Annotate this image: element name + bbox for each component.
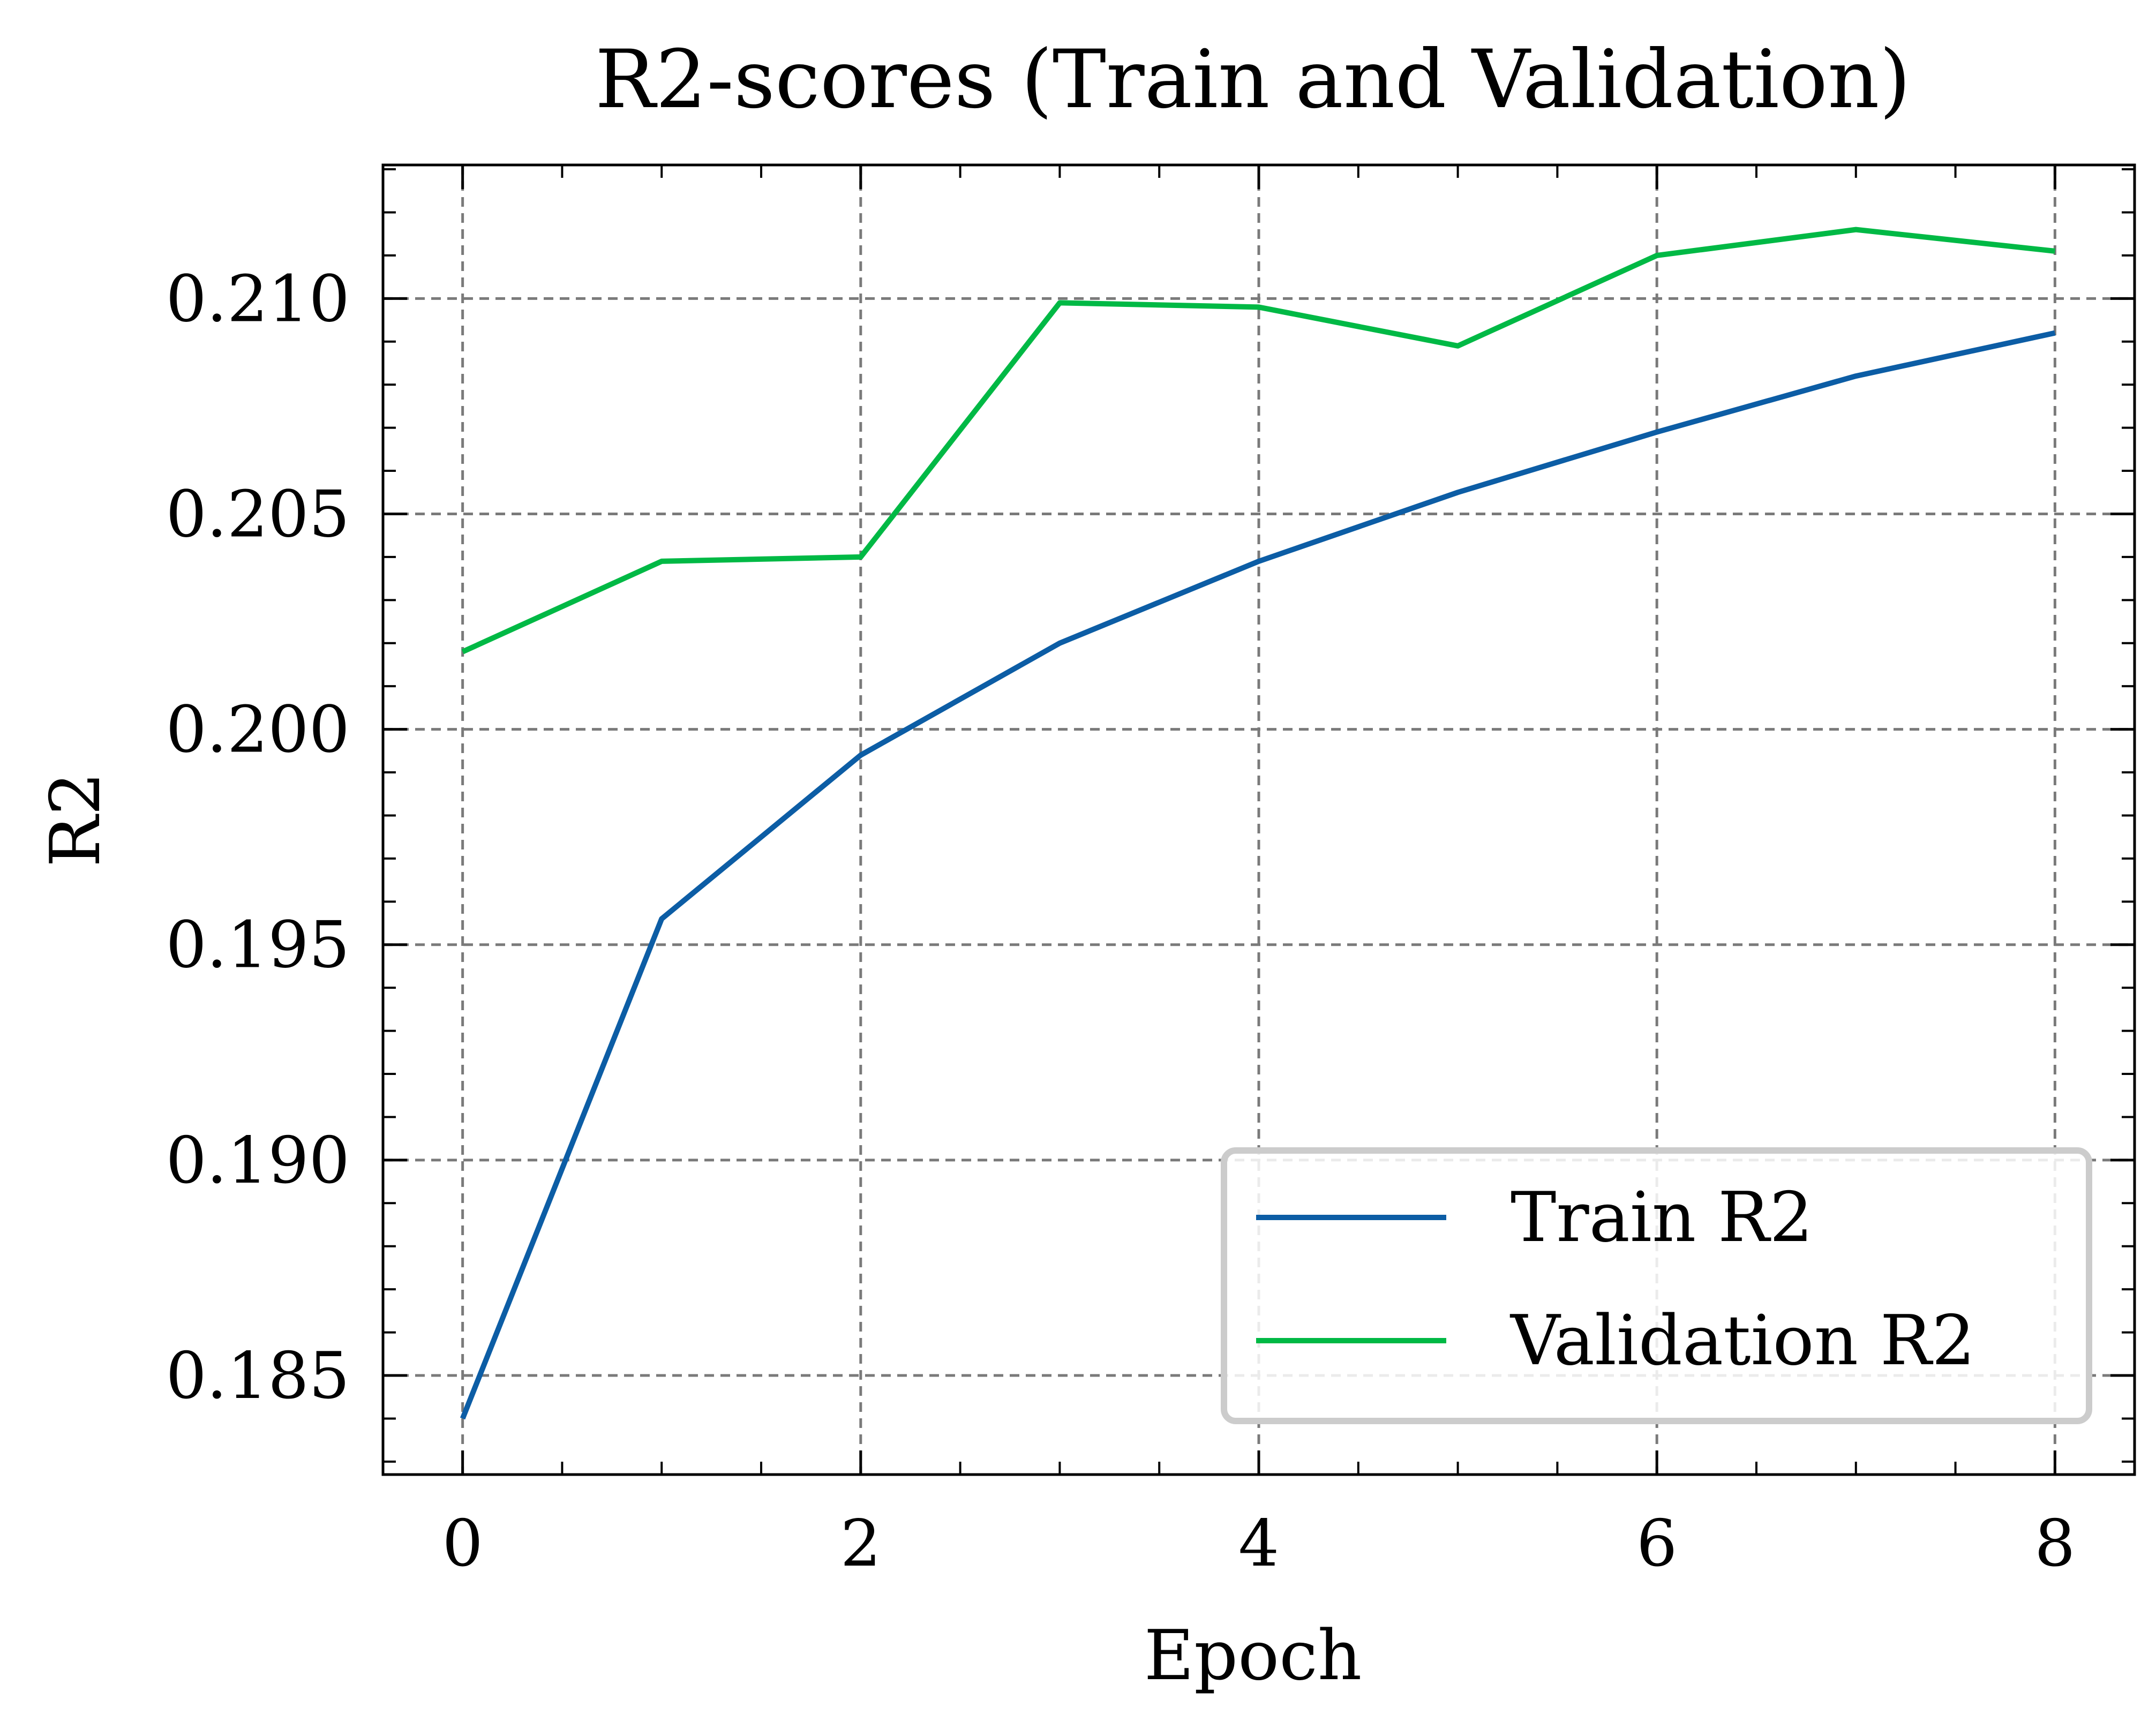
y-tick-label: 0.205 <box>166 477 350 552</box>
y-tick-label: 0.200 <box>166 693 350 768</box>
legend-label-validation: Validation R2 <box>1509 1301 1975 1381</box>
x-tick-label: 0 <box>442 1507 483 1581</box>
series-line-validation <box>461 227 2055 655</box>
y-tick-label: 0.210 <box>166 262 350 336</box>
y-tick-label: 0.185 <box>166 1339 350 1413</box>
x-tick-label: 4 <box>1238 1507 1279 1581</box>
x-tick-label: 6 <box>1636 1507 1677 1581</box>
x-tick-label: 8 <box>2034 1507 2075 1581</box>
x-tick-labels: 0 2 4 6 8 <box>442 1507 2075 1581</box>
y-tick-labels: 0.185 0.190 0.195 0.200 0.205 0.210 <box>166 262 350 1413</box>
chart-title: R2-scores (Train and Validation) <box>595 33 1911 126</box>
axis-ticks <box>383 165 2135 1475</box>
y-tick-label: 0.195 <box>166 908 350 983</box>
series-line-train <box>460 330 2056 1420</box>
y-axis-label: R2 <box>36 772 116 867</box>
legend-label-train: Train R2 <box>1511 1178 1813 1258</box>
x-axis-label: Epoch <box>1144 1616 1362 1696</box>
legend: Train R2 Validation R2 <box>1221 1147 2092 1424</box>
series-lines <box>460 227 2056 1420</box>
x-tick-label: 2 <box>840 1507 881 1581</box>
y-tick-label: 0.190 <box>166 1124 350 1198</box>
plot-area-frame <box>381 163 2136 1476</box>
